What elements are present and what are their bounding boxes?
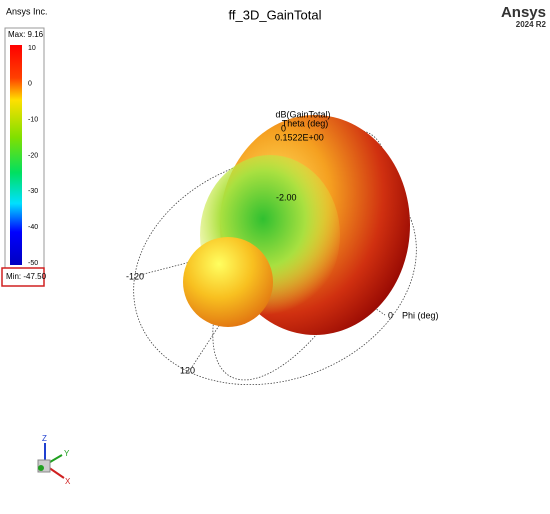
axis-y: Y	[64, 449, 70, 458]
legend-ticks: 10 0 -10 -20 -30 -40 -50	[28, 45, 38, 267]
phi-minus-120: -120	[126, 271, 144, 281]
legend-min: Min: -47.50	[6, 272, 47, 281]
phi-label: Phi (deg)	[402, 310, 439, 320]
phi-zero: 0	[388, 310, 393, 320]
quantity: dB(GainTotal)	[275, 109, 330, 119]
phi-120: 120	[180, 365, 195, 375]
legend-tick-label: -50	[28, 260, 38, 267]
legend-tick-label: -40	[28, 224, 38, 231]
company: Ansys Inc.	[6, 6, 48, 16]
legend-tick-label: -10	[28, 117, 38, 124]
brand: Ansys	[501, 4, 546, 21]
legend-tick-label: 0	[28, 81, 32, 88]
theta-label: Theta (deg)	[282, 118, 329, 128]
version: 2024 R2	[516, 20, 547, 29]
legend-tick-label: -30	[28, 188, 38, 195]
center-value: 0.1522E+00	[275, 132, 324, 142]
legend-max: Max: 9.16	[8, 30, 44, 39]
axis-triad	[37, 443, 65, 479]
radiation-pattern	[183, 115, 410, 335]
color-bar	[10, 45, 22, 265]
legend-tick-label: -20	[28, 152, 38, 159]
legend-tick-label: 10	[28, 45, 36, 52]
title: ff_3D_GainTotal	[229, 7, 322, 22]
legend-min-box	[1, 267, 45, 287]
axis-z: Z	[42, 434, 47, 443]
inner-value: -2.00	[276, 192, 297, 202]
theta-zero: 0	[281, 123, 286, 133]
axis-x: X	[65, 477, 71, 486]
